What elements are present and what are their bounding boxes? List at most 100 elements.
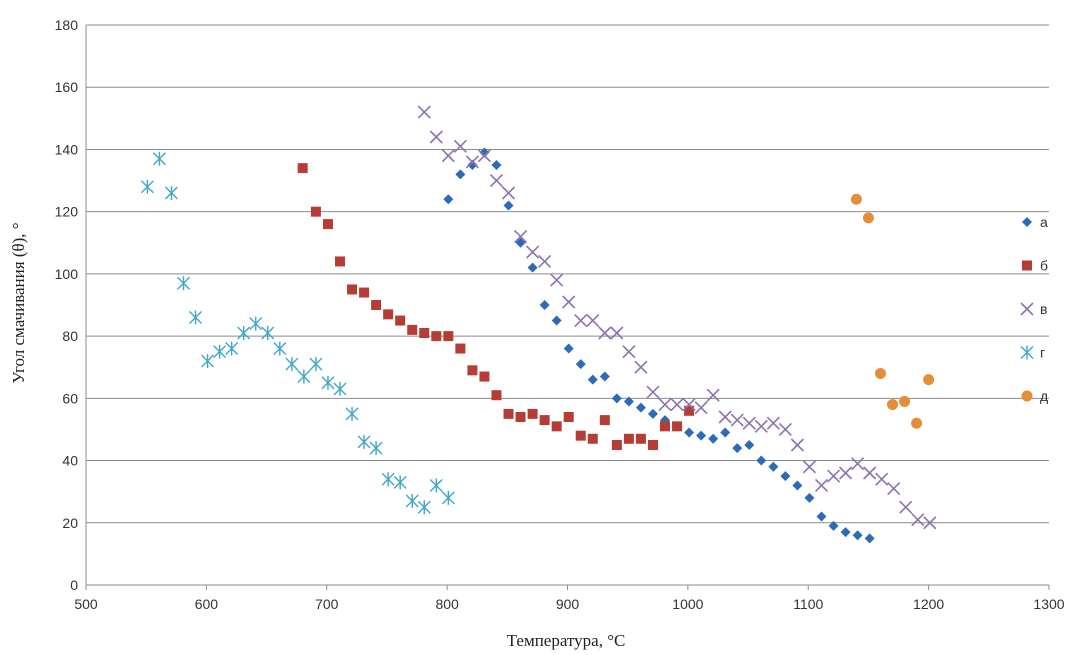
point-в-29 (766, 416, 780, 430)
point-в-34 (826, 469, 841, 483)
point-в-31 (790, 438, 804, 452)
y-tick-20: 20 (62, 515, 78, 531)
point-в-26 (730, 413, 744, 427)
point-д-5 (911, 417, 923, 429)
point-в-36 (851, 457, 865, 471)
point-г-14 (309, 357, 323, 372)
point-г-6 (213, 344, 227, 359)
series-а (443, 147, 875, 544)
point-г-25 (441, 490, 455, 505)
point-б-26 (611, 440, 622, 450)
x-tick-500: 500 (74, 596, 98, 612)
point-б-8 (395, 315, 406, 326)
legend-marker-д (1021, 390, 1033, 402)
point-б-25 (599, 415, 610, 426)
y-tick-0: 0 (70, 577, 78, 593)
point-а-28 (780, 471, 791, 482)
point-г-12 (285, 357, 299, 372)
point-б-17 (503, 408, 514, 419)
point-б-32 (684, 405, 695, 416)
point-д-4 (899, 395, 911, 407)
point-г-7 (225, 341, 239, 356)
point-в-7 (501, 186, 516, 200)
point-а-23 (720, 427, 731, 438)
point-а-21 (696, 430, 707, 441)
point-в-14 (586, 313, 600, 328)
point-а-27 (768, 461, 779, 472)
point-в-23 (694, 401, 708, 415)
legend-label-д: д (1040, 388, 1048, 404)
point-в-8 (513, 229, 528, 244)
point-г-10 (261, 326, 275, 340)
point-б-15 (479, 371, 490, 382)
point-б-0 (297, 163, 308, 174)
point-а-1 (455, 169, 466, 180)
point-а-16 (635, 402, 646, 413)
point-г-15 (321, 375, 335, 390)
point-в-30 (778, 422, 792, 437)
point-в-42 (923, 516, 937, 530)
point-б-13 (455, 343, 466, 354)
point-а-14 (611, 393, 622, 404)
point-б-21 (551, 421, 562, 432)
point-а-3 (479, 147, 490, 158)
point-а-7 (527, 262, 538, 273)
series-д (850, 193, 935, 429)
point-в-37 (863, 466, 877, 480)
point-в-20 (658, 397, 672, 412)
point-а-11 (575, 359, 586, 370)
point-а-2 (467, 160, 478, 170)
point-а-5 (503, 200, 514, 211)
point-г-13 (297, 369, 311, 384)
x-axis-title: Температура, °C (507, 631, 626, 650)
point-г-2 (164, 186, 178, 200)
y-tick-180: 180 (55, 17, 79, 33)
point-г-4 (189, 310, 203, 325)
legend: а б в г д (1020, 214, 1048, 404)
point-б-14 (467, 365, 478, 376)
point-б-4 (347, 284, 358, 295)
point-в-4 (465, 155, 479, 169)
point-а-24 (732, 443, 743, 454)
point-в-41 (911, 513, 925, 527)
y-tick-80: 80 (62, 328, 78, 344)
point-в-17 (622, 345, 636, 359)
point-в-6 (489, 173, 504, 188)
y-axis-title: Угол смачивания (θ), ° (9, 222, 28, 383)
point-в-27 (742, 416, 756, 430)
y-tick-120: 120 (55, 204, 79, 220)
point-г-23 (417, 500, 431, 515)
point-в-12 (562, 295, 576, 309)
point-в-16 (610, 326, 624, 340)
point-а-35 (864, 533, 875, 544)
point-а-15 (623, 396, 634, 407)
point-в-2 (441, 149, 455, 163)
y-tick-140: 140 (55, 141, 79, 157)
point-а-22 (708, 433, 719, 444)
legend-marker-а (1022, 217, 1032, 227)
point-в-18 (634, 360, 648, 374)
point-в-3 (453, 139, 467, 153)
point-г-24 (429, 478, 443, 493)
point-а-20 (684, 427, 695, 438)
point-д-2 (874, 367, 886, 379)
point-г-18 (357, 434, 371, 449)
point-в-11 (550, 273, 564, 287)
legend-label-г: г (1040, 345, 1045, 361)
point-б-2 (322, 219, 333, 230)
x-tick-600: 600 (195, 596, 219, 612)
point-б-18 (515, 412, 526, 422)
series-г (140, 151, 455, 515)
point-б-19 (527, 408, 538, 419)
point-а-29 (792, 480, 803, 491)
legend-marker-в (1020, 302, 1034, 316)
point-а-34 (852, 530, 863, 541)
point-г-19 (369, 441, 383, 456)
series-б (297, 163, 695, 450)
point-б-22 (563, 412, 574, 422)
y-tick-100: 100 (55, 266, 79, 282)
point-в-32 (802, 460, 817, 474)
point-а-6 (515, 237, 526, 248)
point-б-16 (491, 390, 502, 401)
point-г-20 (381, 472, 395, 487)
